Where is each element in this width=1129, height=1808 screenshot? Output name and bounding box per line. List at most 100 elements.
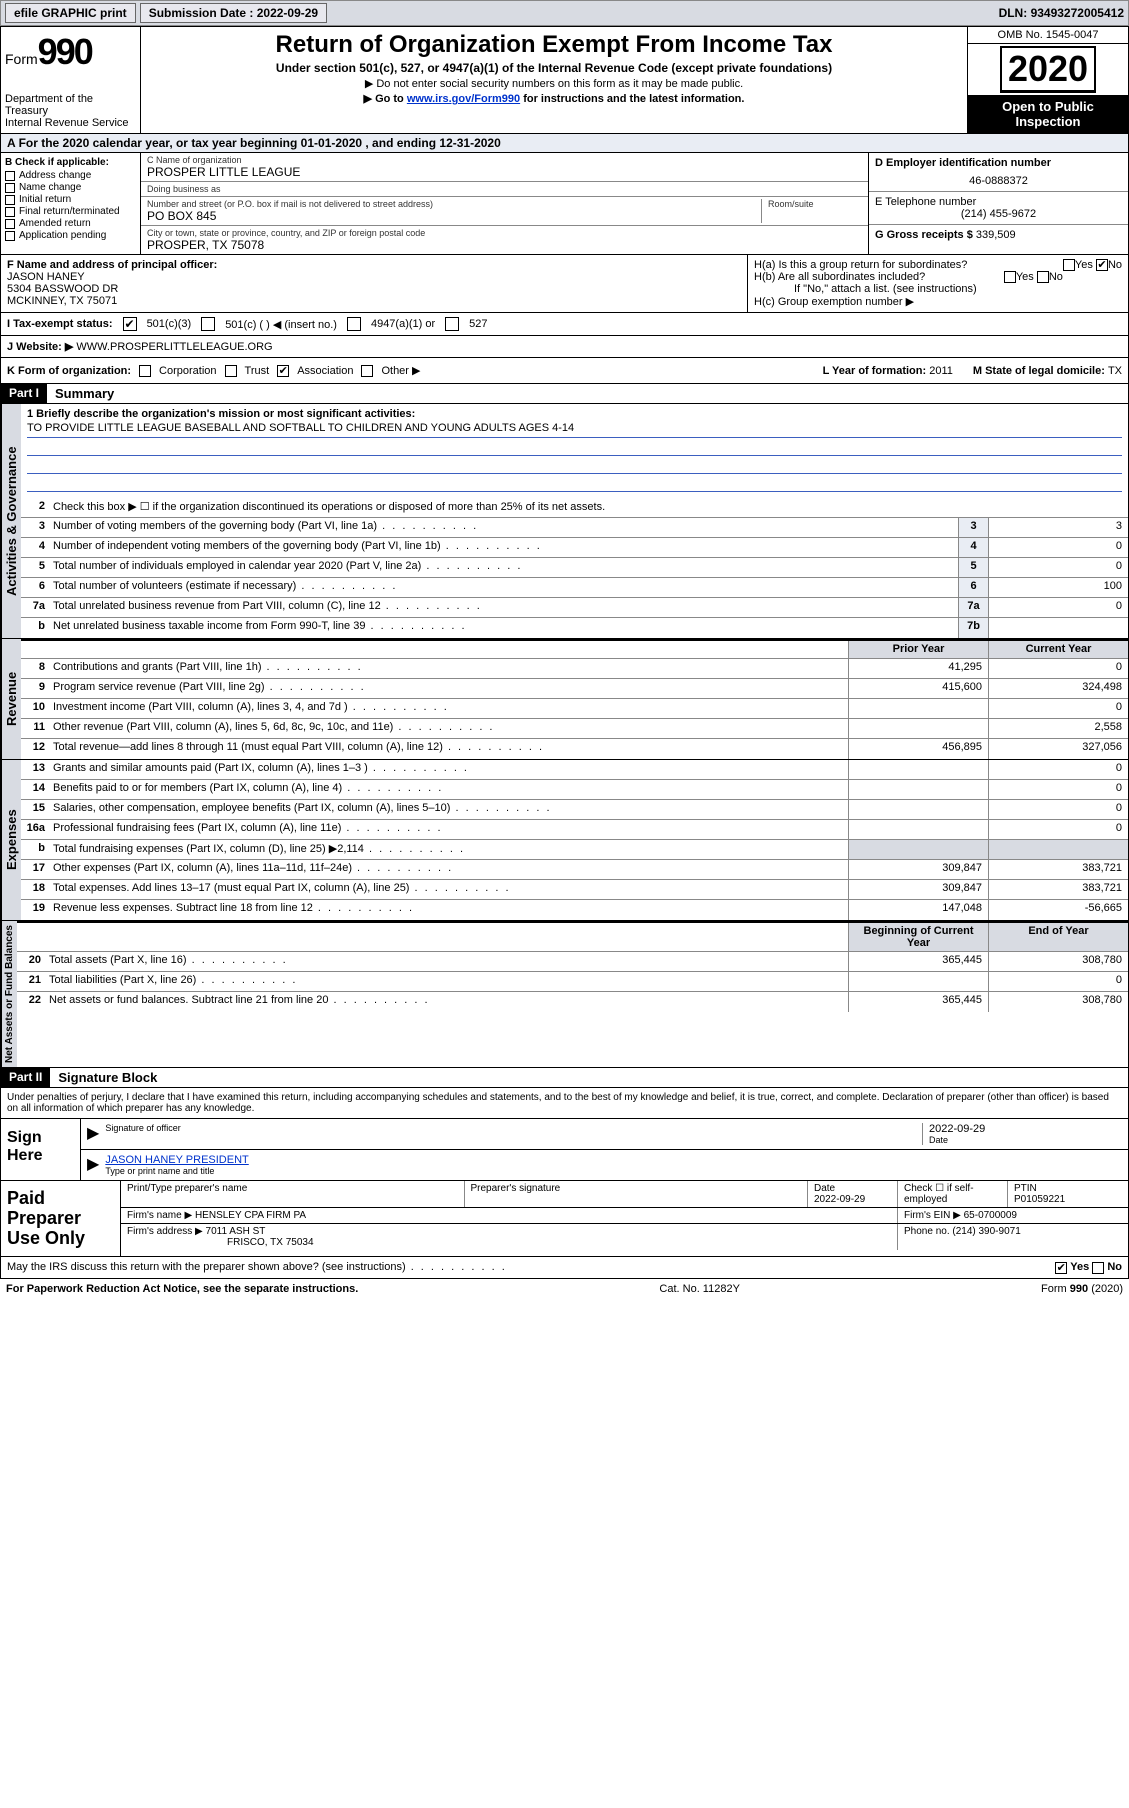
status-501c3-box[interactable]: [123, 317, 137, 331]
phone-val: (214) 455-9672: [875, 208, 1122, 220]
status-501c-box[interactable]: [201, 317, 215, 331]
sig-date-label: Date: [929, 1135, 1122, 1145]
korg-trust-box[interactable]: [225, 365, 237, 377]
status-527: 527: [469, 318, 487, 330]
line-8: 8Contributions and grants (Part VIII, li…: [21, 659, 1128, 679]
officer-name-label: Type or print name and title: [105, 1166, 1122, 1176]
irs-link[interactable]: www.irs.gov/Form990: [407, 93, 520, 105]
city-row: City or town, state or province, country…: [141, 226, 868, 254]
check-final-return-terminated[interactable]: Final return/terminated: [5, 206, 136, 217]
status-501c: 501(c) ( ) ◀ (insert no.): [225, 318, 337, 331]
year-form-label: L Year of formation:: [823, 365, 930, 377]
current-year-hdr: Current Year: [988, 641, 1128, 658]
mission-text: TO PROVIDE LITTLE LEAGUE BASEBALL AND SO…: [27, 422, 574, 434]
korg-corp-box[interactable]: [139, 365, 151, 377]
state-label: M State of legal domicile:: [973, 365, 1108, 377]
goto-pre: ▶ Go to: [364, 93, 407, 105]
end-year-hdr: End of Year: [988, 923, 1128, 951]
line-2: 2 Check this box ▶ ☐ if the organization…: [21, 498, 1128, 518]
ein-cell: D Employer identification number 46-0888…: [869, 153, 1128, 192]
ha-yes-box[interactable]: [1063, 259, 1075, 271]
status-527-box[interactable]: [445, 317, 459, 331]
firm-addr-label: Firm's address ▶: [127, 1226, 206, 1237]
discuss-yes-box[interactable]: [1055, 1262, 1067, 1274]
street-row: Number and street (or P.O. box if mail i…: [141, 197, 868, 226]
dept-line2: Internal Revenue Service: [5, 117, 136, 129]
korg-label: K Form of organization:: [7, 365, 131, 377]
box-b-header: B Check if applicable:: [5, 157, 136, 168]
check-initial-return[interactable]: Initial return: [5, 194, 136, 205]
form-subtitle: Under section 501(c), 527, or 4947(a)(1)…: [149, 61, 959, 75]
korg-assoc-box[interactable]: [277, 365, 289, 377]
phone-label: E Telephone number: [875, 196, 1122, 208]
status-4947-box[interactable]: [347, 317, 361, 331]
part2-tab: Part II: [1, 1068, 50, 1087]
check-amended-return[interactable]: Amended return: [5, 218, 136, 229]
submission-label: Submission Date :: [149, 6, 257, 20]
open-line2: Inspection: [970, 114, 1126, 129]
sidebar-netassets: Net Assets or Fund Balances: [1, 921, 17, 1067]
line-b: bTotal fundraising expenses (Part IX, co…: [21, 840, 1128, 860]
hb-yes-box[interactable]: [1004, 271, 1016, 283]
box-d: D Employer identification number 46-0888…: [868, 153, 1128, 254]
line-21: 21Total liabilities (Part X, line 26)0: [17, 972, 1128, 992]
check-application-pending[interactable]: Application pending: [5, 230, 136, 241]
box-b: B Check if applicable: Address changeNam…: [1, 153, 141, 254]
korg-other: Other ▶: [381, 364, 420, 377]
h-b-row: H(b) Are all subordinates included? Yes …: [754, 271, 1122, 283]
firm-ein-label: Firm's EIN ▶: [904, 1210, 964, 1221]
dba-row: Doing business as: [141, 182, 868, 197]
hb-no-box[interactable]: [1037, 271, 1049, 283]
line-14: 14Benefits paid to or for members (Part …: [21, 780, 1128, 800]
line-6: 6Total number of volunteers (estimate if…: [21, 578, 1128, 598]
submission-date-val: 2022-09-29: [257, 6, 318, 20]
sidebar-governance: Activities & Governance: [1, 404, 21, 638]
dept-treasury: Department of the Treasury Internal Reve…: [5, 93, 136, 129]
omb-year-box: OMB No. 1545-0047 2020 Open to Public In…: [968, 27, 1128, 133]
mission-block: 1 Briefly describe the organization's mi…: [21, 404, 1128, 498]
sig-date: 2022-09-29: [929, 1123, 1122, 1135]
form-header: Form990 Department of the Treasury Inter…: [0, 26, 1129, 134]
gross-val: 339,509: [976, 229, 1016, 241]
prior-year-hdr: Prior Year: [848, 641, 988, 658]
form-word: Form: [5, 51, 38, 67]
h-c-label: H(c) Group exemption number ▶: [754, 295, 1122, 308]
korg-corp: Corporation: [159, 365, 216, 377]
prep-name-label: Print/Type preparer's name: [127, 1183, 458, 1194]
sidebar-revenue: Revenue: [1, 639, 21, 759]
footer-left: For Paperwork Reduction Act Notice, see …: [6, 1283, 358, 1295]
part1-header-row: Part I Summary: [0, 384, 1129, 404]
website-val: WWW.PROSPERLITTLELEAGUE.ORG: [76, 341, 272, 353]
officer-name-link[interactable]: JASON HANEY PRESIDENT: [105, 1154, 248, 1166]
check-name-change[interactable]: Name change: [5, 182, 136, 193]
ha-no-box[interactable]: [1096, 259, 1108, 271]
gross-cell: G Gross receipts $ 339,509: [869, 225, 1128, 254]
prep-row-1: Print/Type preparer's name Preparer's si…: [121, 1181, 1128, 1208]
declaration-text: Under penalties of perjury, I declare th…: [1, 1088, 1128, 1118]
ein-val: 46-0888372: [875, 175, 1122, 187]
prep-date: 2022-09-29: [814, 1194, 891, 1205]
line-4: 4Number of independent voting members of…: [21, 538, 1128, 558]
sign-here-block: Sign Here ▶ Signature of officer 2022-09…: [1, 1118, 1128, 1180]
h-b-label: H(b) Are all subordinates included?: [754, 271, 925, 283]
line-19: 19Revenue less expenses. Subtract line 1…: [21, 900, 1128, 920]
begin-year-hdr: Beginning of Current Year: [848, 923, 988, 951]
firm-phone: (214) 390-9071: [952, 1226, 1020, 1237]
officer-name: JASON HANEY: [7, 271, 741, 283]
website-left: J Website: ▶ WWW.PROSPERLITTLELEAGUE.ORG: [7, 340, 1122, 353]
prep-date-label: Date: [814, 1183, 891, 1194]
check-address-change[interactable]: Address change: [5, 170, 136, 181]
paid-prep-right: Print/Type preparer's name Preparer's si…: [121, 1181, 1128, 1256]
discuss-no-box[interactable]: [1092, 1262, 1104, 1274]
korg-right: L Year of formation: 2011 M State of leg…: [823, 365, 1122, 377]
line-11: 11Other revenue (Part VIII, column (A), …: [21, 719, 1128, 739]
phone-cell: E Telephone number (214) 455-9672: [869, 192, 1128, 225]
sign-right: ▶ Signature of officer 2022-09-29Date ▶ …: [81, 1119, 1128, 1180]
expenses-body: 13Grants and similar amounts paid (Part …: [21, 760, 1128, 920]
line-b: bNet unrelated business taxable income f…: [21, 618, 1128, 638]
korg-other-box[interactable]: [361, 365, 373, 377]
line-5: 5Total number of individuals employed in…: [21, 558, 1128, 578]
dln: DLN: 93493272005412: [999, 6, 1124, 20]
firm-name-label: Firm's name ▶: [127, 1210, 195, 1221]
revenue-body: Prior Year Current Year 8Contributions a…: [21, 639, 1128, 759]
